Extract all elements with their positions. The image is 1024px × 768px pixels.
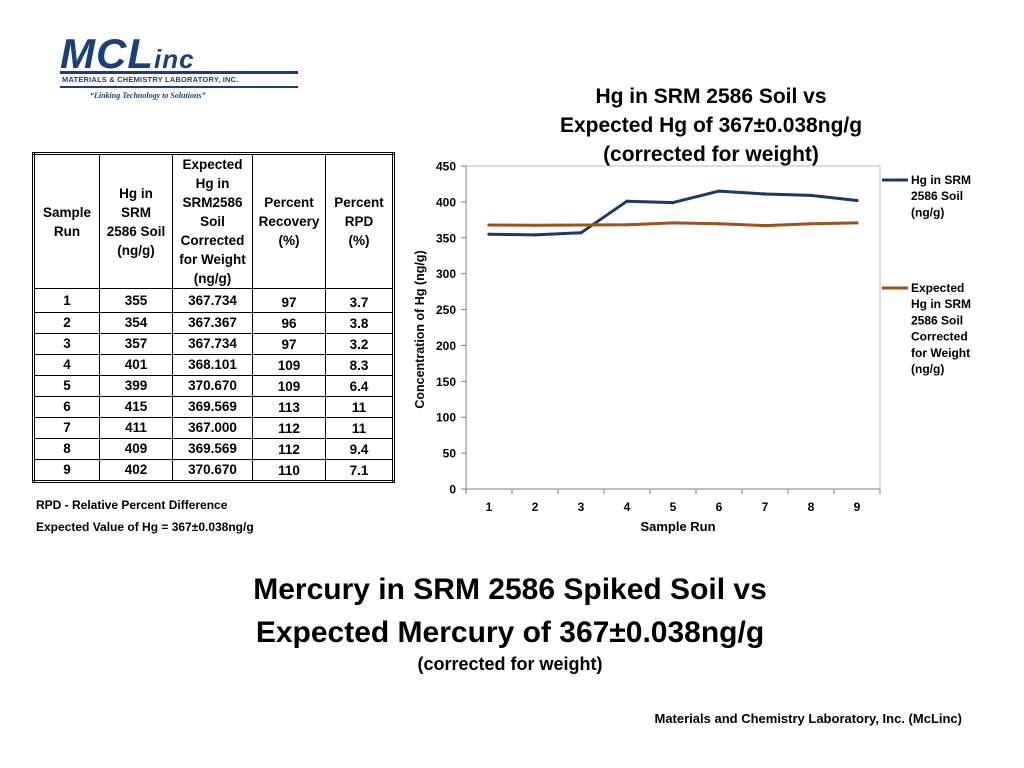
cell-sample-run: 9	[33, 459, 100, 482]
logo-rule-lower	[60, 86, 298, 88]
data-point	[487, 223, 491, 227]
legend-label: for Weight	[911, 346, 970, 360]
table-header-row: Sample Run Hg in SRM 2586 Soil (ng/g) Expect…	[33, 153, 394, 289]
data-point	[855, 198, 859, 203]
table-row: 1 355 367.734 97 3.7	[33, 288, 394, 313]
x-axis-label: Sample Run	[640, 519, 715, 534]
legend-label: Hg in SRM	[911, 173, 971, 187]
x-tick-label: 6	[716, 500, 723, 514]
header-percent-recovery: Percent Recovery (%)	[252, 153, 326, 289]
y-tick-label: 200	[436, 339, 456, 353]
header-percent-rpd: Percent RPD (%)	[325, 153, 394, 289]
chart-title: Hg in SRM 2586 Soil vs Expected Hg of 36…	[559, 85, 863, 166]
x-tick-label: 8	[808, 500, 815, 514]
legend-label: (ng/g)	[911, 362, 944, 376]
company-logo: MCLinc MATERIALS & CHEMISTRY LABORATORY,…	[60, 30, 300, 106]
expected-value-note: Expected Value of Hg = 367±0.038ng/g	[36, 520, 254, 534]
data-point	[625, 199, 629, 203]
data-point	[809, 222, 813, 226]
logo-tagline: “Linking Technology to Solutions”	[90, 91, 206, 100]
legend-label: Corrected	[911, 330, 968, 344]
cell-sample-run: 1	[33, 288, 100, 313]
cell-hg-soil: 402	[99, 459, 173, 482]
data-point	[671, 221, 675, 225]
header-hg-soil: Hg in SRM 2586 Soil (ng/g)	[99, 153, 173, 289]
x-tick-label: 5	[670, 500, 677, 514]
slide-title: Mercury in SRM 2586 Spiked Soil vs Expec…	[253, 573, 767, 649]
data-point	[855, 221, 859, 225]
data-point	[579, 223, 583, 227]
table-row: 9 402 370.670 110 7.1	[33, 459, 394, 482]
legend-label: (ng/g)	[911, 205, 944, 219]
y-tick-label: 50	[443, 447, 457, 461]
y-tick-label: 450	[436, 160, 456, 174]
y-tick-label: 250	[436, 303, 456, 317]
x-tick-label: 1	[486, 500, 493, 514]
cell-percent-recovery: 97	[252, 288, 326, 313]
data-point	[717, 189, 721, 193]
y-tick-label: 400	[436, 195, 456, 209]
cell-hg-soil: 415	[99, 396, 173, 418]
y-axis-label: Concentration of Hg (ng/g)	[413, 250, 427, 408]
logo-wordmark: MCLinc	[60, 30, 195, 77]
y-tick-label: 300	[436, 267, 456, 281]
x-tick-label: 2	[532, 500, 539, 514]
data-point	[487, 232, 491, 236]
y-tick-label: 350	[436, 231, 456, 245]
data-point	[671, 201, 675, 205]
data-point	[625, 223, 629, 227]
series-line-1	[488, 189, 858, 237]
data-point	[533, 233, 537, 237]
results-table: Sample Run Hg in SRM 2586 Soil (ng/g) Expect…	[32, 152, 395, 483]
data-point	[533, 223, 537, 227]
logo-company-name: MATERIALS & CHEMISTRY LABORATORY, INC.	[62, 75, 239, 84]
header-expected-hg: Expected Hg in SRM2586 Soil Corrected for Wei…	[172, 153, 253, 289]
cell-expected-hg: 367.367	[172, 312, 253, 334]
data-point	[809, 193, 813, 198]
x-tick-label: 3	[578, 500, 585, 514]
plot-area	[465, 165, 881, 490]
x-tick-label: 4	[624, 500, 631, 514]
data-point	[763, 223, 767, 228]
footer-credit: Materials and Chemistry Laboratory, Inc.…	[654, 711, 963, 726]
rpd-note: RPD - Relative Percent Difference	[36, 498, 228, 512]
data-point	[717, 222, 721, 226]
x-tick-label: 7	[762, 500, 769, 514]
legend-label: Hg in SRM	[911, 297, 971, 311]
cell-percent-rpd: 3.7	[325, 288, 394, 313]
legend-label: 2586 Soil	[911, 189, 963, 203]
y-tick-label: 100	[436, 411, 456, 425]
table-row: 8 409 369.569 112 9.4	[33, 438, 394, 460]
x-tick-label: 9	[854, 500, 861, 514]
logo-rule	[60, 71, 298, 74]
y-tick-label: 150	[436, 375, 456, 389]
cell-percent-rpd: 11	[325, 417, 394, 439]
y-tick-label: 0	[449, 483, 456, 497]
cell-expected-hg: 367.734	[172, 288, 253, 313]
header-sample-run: Sample Run	[33, 153, 100, 289]
cell-percent-rpd: 7.1	[325, 459, 394, 482]
cell-hg-soil: 355	[99, 288, 173, 313]
table-row: 3 357 367.734 97 3.2	[33, 333, 394, 355]
table-row: 5 399 370.670 109 6.4	[33, 375, 394, 397]
slide-subtitle: (corrected for weight)	[417, 654, 603, 674]
cell-hg-soil: 357	[99, 333, 173, 355]
cell-percent-rpd: 6.4	[325, 375, 394, 397]
cell-percent-recovery: 110	[252, 459, 326, 482]
data-point	[579, 231, 583, 235]
cell-hg-soil: 409	[99, 438, 173, 460]
data-point	[763, 192, 767, 196]
legend-label: 2586 Soil	[911, 313, 963, 327]
cell-percent-recovery: 97	[252, 333, 326, 355]
legend-label: Expected	[911, 281, 964, 295]
